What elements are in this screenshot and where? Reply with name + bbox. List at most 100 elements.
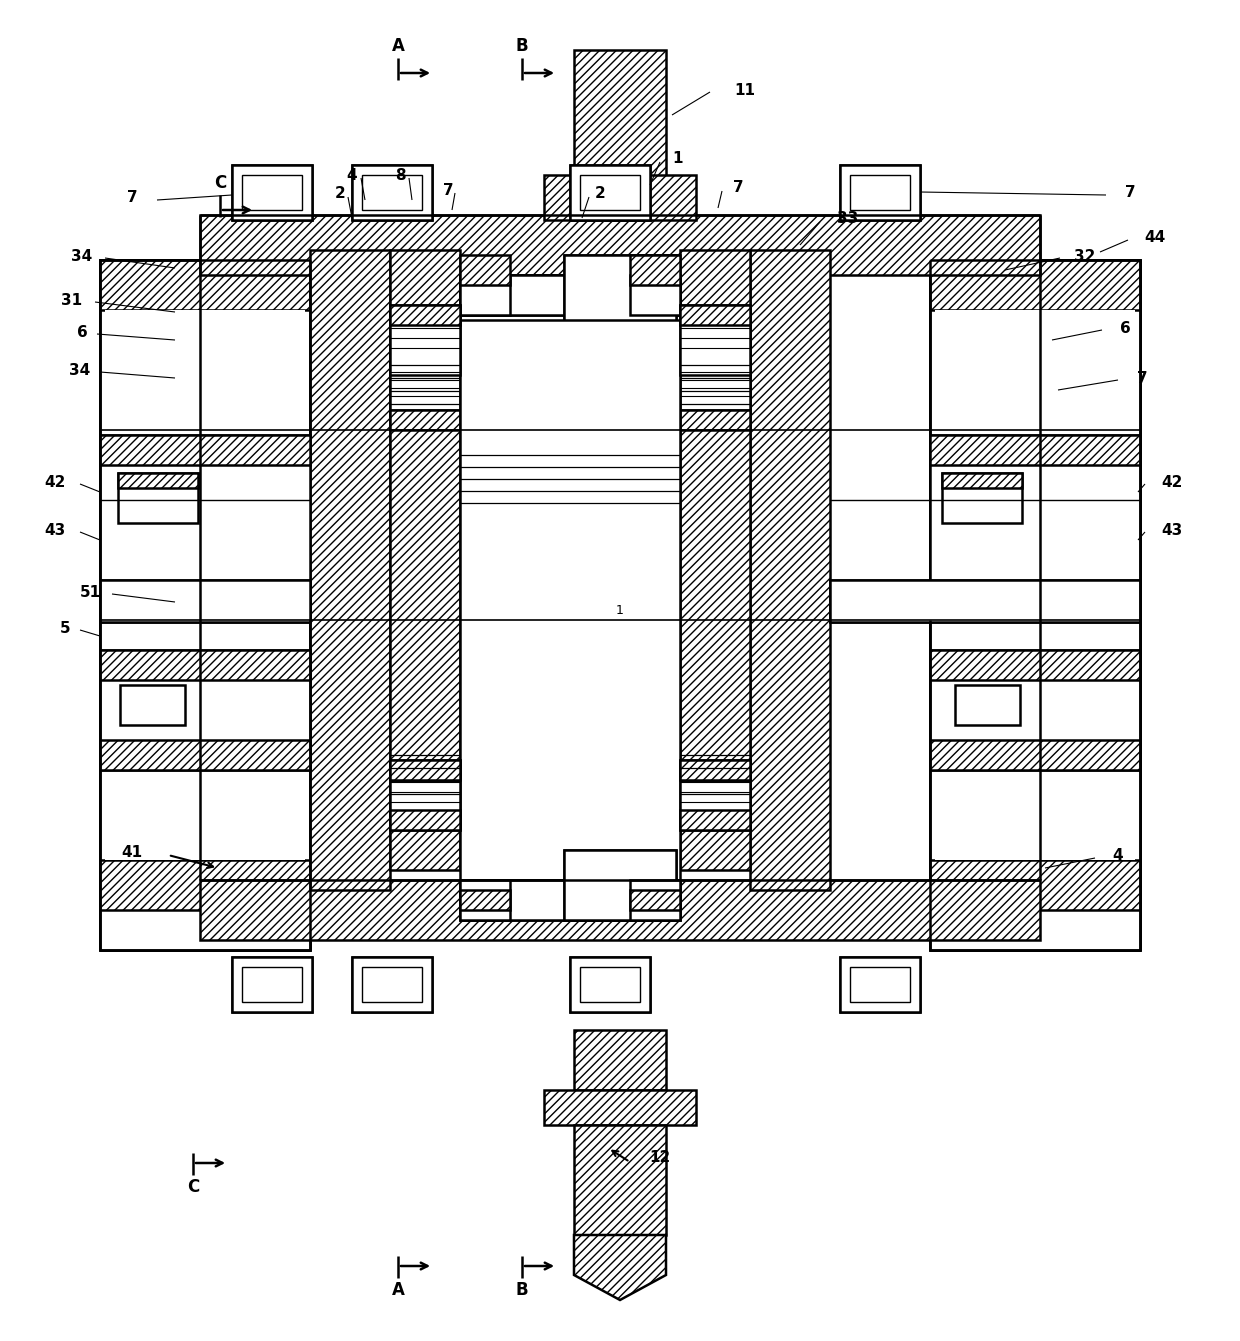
Text: 32: 32 xyxy=(1074,248,1096,263)
Bar xyxy=(680,249,750,870)
Bar xyxy=(460,275,510,315)
Bar xyxy=(352,165,432,220)
Text: 34: 34 xyxy=(72,248,93,263)
Text: 51: 51 xyxy=(79,585,100,599)
Bar xyxy=(460,880,510,920)
Bar xyxy=(680,341,750,370)
Text: A: A xyxy=(392,1281,404,1299)
Polygon shape xyxy=(574,1235,666,1299)
Text: 11: 11 xyxy=(734,83,755,98)
Bar xyxy=(391,370,460,410)
Bar xyxy=(750,249,830,890)
Bar xyxy=(930,860,1140,911)
Text: 42: 42 xyxy=(45,475,66,489)
Bar xyxy=(100,860,310,911)
Bar xyxy=(574,50,666,180)
Bar xyxy=(544,174,696,220)
Bar xyxy=(680,304,750,375)
Bar xyxy=(391,810,460,830)
Text: 2: 2 xyxy=(335,185,346,201)
Bar xyxy=(100,581,310,622)
Bar xyxy=(849,174,910,211)
Bar xyxy=(100,260,310,949)
Bar xyxy=(105,310,305,860)
Text: 31: 31 xyxy=(62,292,83,307)
Bar xyxy=(930,260,1140,310)
Bar xyxy=(460,880,680,920)
Bar xyxy=(118,473,198,488)
Bar xyxy=(680,304,750,325)
Bar xyxy=(200,215,1040,275)
Bar xyxy=(680,370,750,410)
Bar xyxy=(839,957,920,1012)
Bar xyxy=(310,249,391,890)
Bar xyxy=(955,685,1021,725)
Text: B: B xyxy=(516,38,528,55)
Bar xyxy=(100,590,310,620)
Text: 44: 44 xyxy=(1145,229,1166,244)
Text: 5: 5 xyxy=(60,621,71,636)
Text: 43: 43 xyxy=(1162,523,1183,538)
Bar xyxy=(544,1090,696,1125)
Bar xyxy=(118,473,198,523)
Bar xyxy=(100,260,310,310)
Bar xyxy=(460,320,680,880)
Bar xyxy=(680,410,750,430)
Bar xyxy=(849,967,910,1002)
Text: 4: 4 xyxy=(1112,848,1123,862)
Bar xyxy=(242,174,303,211)
Bar xyxy=(580,967,640,1002)
Bar xyxy=(460,890,510,911)
Bar xyxy=(830,581,1140,622)
Bar xyxy=(930,650,1140,680)
Text: 41: 41 xyxy=(122,845,143,860)
Text: C: C xyxy=(187,1177,200,1196)
Bar xyxy=(839,165,920,220)
Text: 1: 1 xyxy=(616,603,624,617)
Bar xyxy=(200,880,1040,940)
Text: 7: 7 xyxy=(443,182,454,197)
Bar xyxy=(391,304,460,375)
Text: 4: 4 xyxy=(347,168,357,182)
Bar xyxy=(942,473,1022,488)
Bar xyxy=(830,581,1140,622)
Text: 7: 7 xyxy=(1125,185,1136,200)
Bar xyxy=(570,957,650,1012)
Bar xyxy=(564,255,676,355)
Bar xyxy=(362,174,422,211)
Bar xyxy=(100,260,310,949)
Bar xyxy=(232,165,312,220)
Bar xyxy=(232,957,312,1012)
Bar xyxy=(100,434,310,465)
Text: 6: 6 xyxy=(1120,320,1131,335)
Text: 6: 6 xyxy=(77,325,87,339)
Bar xyxy=(574,1030,666,1090)
Bar xyxy=(352,957,432,1012)
Text: 42: 42 xyxy=(1162,475,1183,489)
Bar xyxy=(100,434,310,620)
Bar xyxy=(362,967,422,1002)
Text: 1: 1 xyxy=(673,150,683,165)
Bar xyxy=(391,410,460,430)
Bar xyxy=(100,740,310,770)
Bar xyxy=(460,275,680,315)
Text: 7: 7 xyxy=(733,180,743,194)
Bar xyxy=(120,685,185,725)
Text: 12: 12 xyxy=(650,1151,671,1165)
Bar xyxy=(391,304,460,325)
Bar xyxy=(460,255,510,286)
Bar xyxy=(391,760,460,780)
Text: 33: 33 xyxy=(837,211,858,225)
Bar xyxy=(680,760,750,780)
Bar xyxy=(680,810,750,830)
Bar xyxy=(460,275,680,315)
Text: 43: 43 xyxy=(45,523,66,538)
Bar xyxy=(391,341,460,370)
Bar xyxy=(630,880,680,920)
Bar xyxy=(564,255,676,355)
Bar xyxy=(232,165,312,220)
Bar xyxy=(100,260,310,949)
Bar xyxy=(930,590,1140,620)
Bar xyxy=(930,650,1140,770)
Bar xyxy=(930,260,1140,949)
